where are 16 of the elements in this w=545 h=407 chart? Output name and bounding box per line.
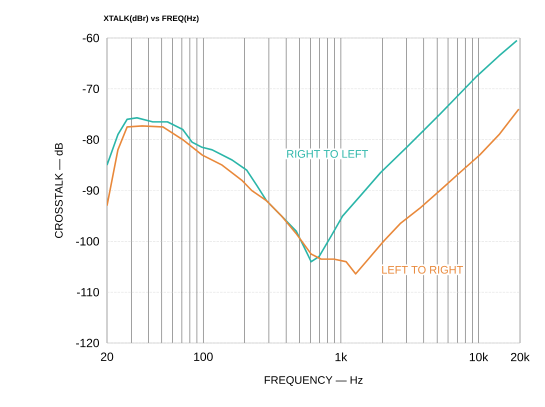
series-label: RIGHT TO LEFT <box>287 150 368 158</box>
x-tick-label: 1k <box>336 352 348 362</box>
x-tick-label: 20 <box>100 352 114 361</box>
y-axis-title: CROSSTALK — dB <box>54 143 63 238</box>
y-tick-label: -100 <box>76 237 100 246</box>
y-tick-label: -120 <box>76 338 100 348</box>
y-tick-label: -110 <box>76 288 100 296</box>
y-tick-label: -70 <box>82 84 100 94</box>
x-tick-label: 100 <box>194 352 213 361</box>
y-tick-label: -90 <box>82 186 100 195</box>
series-label: LEFT TO RIGHT <box>382 266 464 274</box>
x-axis-title: FREQUENCY — Hz <box>264 376 363 386</box>
x-tick-label: 10k <box>470 352 488 362</box>
x-tick-label: 20k <box>510 352 530 362</box>
y-tick-label: -80 <box>82 135 100 144</box>
y-tick-label: -60 <box>82 34 100 42</box>
